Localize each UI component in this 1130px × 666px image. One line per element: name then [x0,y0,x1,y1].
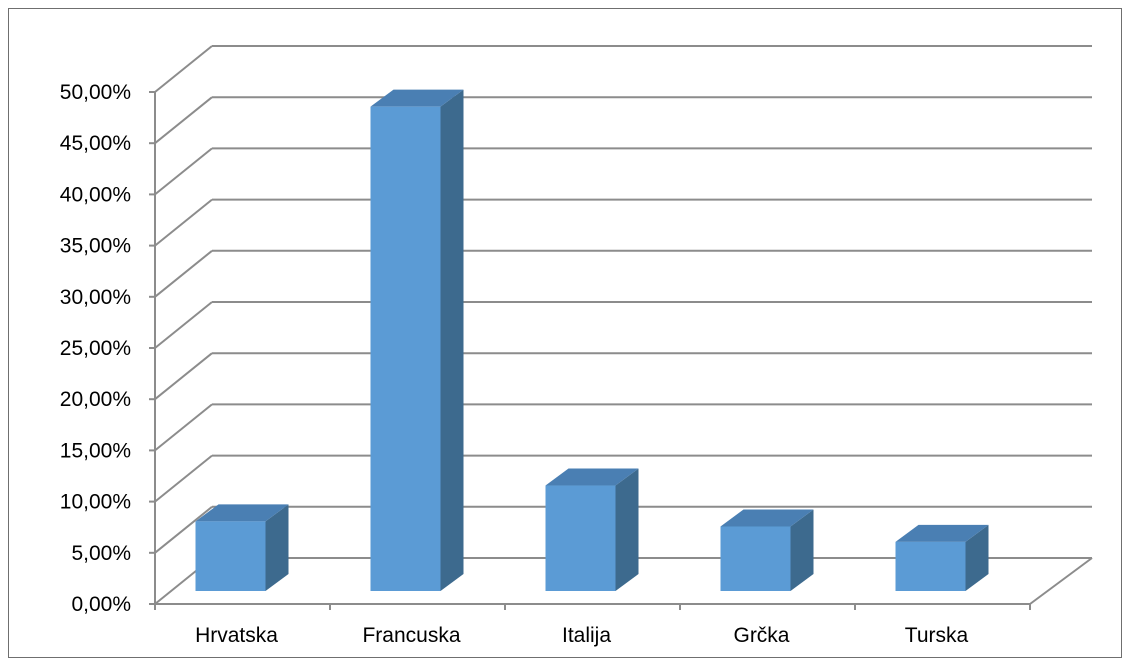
y-tick-label: 50,00% [60,81,131,104]
bar [720,509,814,591]
bar-front [895,541,966,591]
gridline-diagonal [154,250,213,298]
gridline-diagonal [154,301,213,349]
x-tick-labels: Hrvatska Francuska Italija Grčka Turska [195,624,968,647]
y-tick-label: 10,00% [60,491,131,514]
bar [545,468,639,591]
gridline-diagonal [154,45,213,93]
bar-side [440,89,464,591]
floor-right-edge [1029,557,1093,605]
gridline-diagonal [154,506,213,554]
x-tick-label: Turska [905,624,969,647]
bar [195,504,289,591]
bar-top [545,468,639,486]
bar-side [615,468,639,591]
bars [195,89,989,591]
gridline-diagonal [154,403,213,452]
gridline-diagonal [154,147,213,196]
x-tick-label: Francuska [362,624,460,647]
bar-top [895,524,989,542]
x-tick-label: Hrvatska [195,624,278,647]
y-tick-label: 40,00% [60,183,131,206]
x-tick-label: Italija [562,624,611,647]
bar-top [195,504,289,522]
y-tick-label: 0,00% [71,593,131,616]
gridline-diagonal [154,198,213,247]
y-tick-label: 35,00% [60,235,131,258]
bar-front [370,106,441,591]
y-tick-label: 15,00% [60,439,131,462]
bar-top [720,509,814,527]
gridline-diagonal [154,454,213,503]
bar [370,89,464,591]
y-tick-label: 30,00% [60,286,131,309]
y-tick-label: 20,00% [60,388,131,411]
y-tick-label: 45,00% [60,132,131,155]
gridline-diagonal [154,352,213,400]
y-tick-label: 25,00% [60,337,131,360]
bar-front [720,526,791,591]
y-tick-label: 5,00% [71,542,131,565]
y-tick-labels: 0,00% 5,00% 10,00% 15,00% 20,00% 25,00% 30,00%… [60,81,131,616]
x-tick-label: Grčka [733,624,789,647]
bar-top [370,89,464,107]
bar-front [195,521,266,591]
bar-side [965,524,989,591]
gridline-diagonal [154,96,213,144]
bar [895,524,989,591]
bar-front [545,485,616,591]
bar-side [790,509,814,591]
bar-side [265,504,289,591]
